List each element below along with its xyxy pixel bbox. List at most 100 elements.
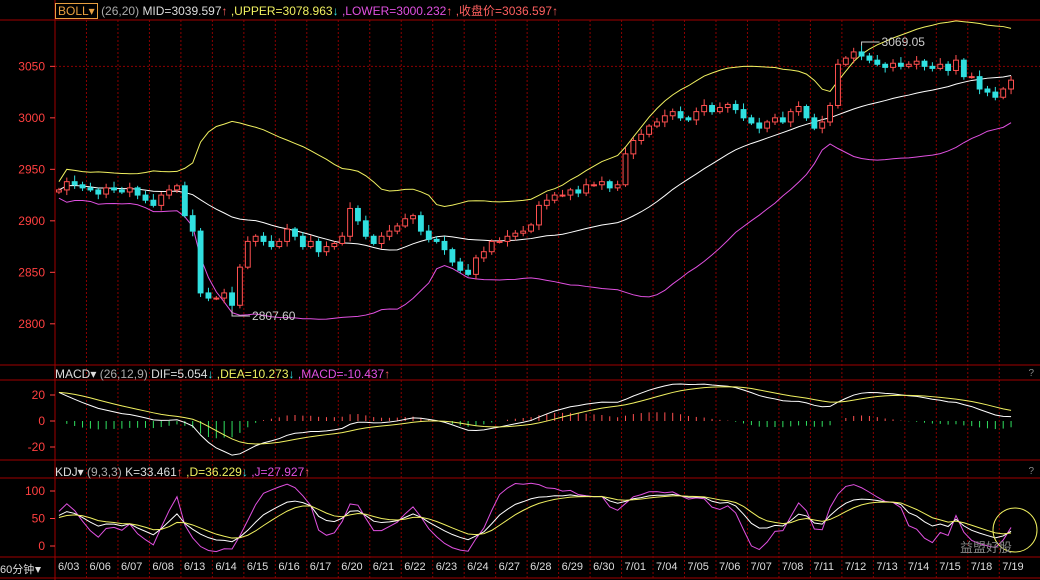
arrow-down-icon: ↓: [207, 367, 214, 381]
candle-up: [236, 266, 243, 306]
date-tick-label: 7/01: [624, 561, 646, 573]
candle-up: [213, 297, 220, 300]
price-tick-label: 2850: [18, 265, 45, 279]
date-tick-label: 6/20: [341, 561, 363, 573]
candle-up: [850, 51, 857, 59]
macd-dea-line: [58, 386, 1012, 445]
candle-down: [87, 187, 94, 191]
boll-header: BOLL▾ (26,20) MID=3039.597↑ ,UPPER=3078.…: [55, 2, 558, 20]
candle-up: [724, 103, 731, 109]
boll-mid-line: [58, 75, 1012, 251]
candle-up: [252, 235, 259, 242]
high-marker: [861, 41, 880, 46]
candle-up: [835, 63, 841, 106]
candle-down: [465, 269, 472, 275]
date-tick-label: 6/27: [498, 561, 521, 573]
candle-up: [536, 204, 542, 226]
candle-down: [189, 215, 196, 232]
date-tick-label: 7/07: [750, 561, 772, 573]
candle-up: [244, 240, 251, 268]
candle-down: [260, 235, 267, 242]
low-label: 2807.60: [252, 309, 296, 323]
candle-down: [984, 88, 991, 93]
candle-up: [598, 181, 605, 186]
date-tick-label: 6/13: [183, 561, 206, 573]
date-tick-label: 7/19: [1002, 561, 1024, 573]
candle-up: [669, 111, 676, 117]
help-icon[interactable]: ?: [1028, 466, 1034, 477]
date-tick-label: 6/08: [152, 561, 174, 573]
candle-down: [882, 63, 889, 68]
candle-up: [622, 153, 629, 186]
candle-up: [614, 184, 621, 189]
candle-down: [197, 230, 204, 294]
date-tick-label: 7/11: [813, 561, 834, 573]
candle-up: [158, 194, 165, 206]
macd-header: MACD▾ (26,12,9) DIF=5.054↓ ,DEA=10.273↓ …: [55, 365, 390, 383]
candle-up: [528, 224, 535, 232]
candle-up: [126, 187, 133, 193]
boll-lower-line: [58, 122, 1012, 320]
candle-up: [905, 63, 912, 67]
macd-dif-line: [58, 383, 1012, 456]
arrow-up-icon: ↑: [221, 4, 228, 18]
candle-down: [268, 240, 275, 248]
price-tick-label: 3000: [18, 111, 45, 125]
kdj-d-line: [58, 495, 1012, 539]
boll-close: ,收盘价=3036.597: [455, 4, 553, 18]
candle-down: [858, 51, 865, 57]
candle-down: [779, 117, 786, 123]
candle-up: [1000, 88, 1007, 98]
macd-tick-label: 0: [38, 414, 45, 428]
candle-up: [347, 207, 354, 237]
candle-up: [716, 107, 723, 113]
candle-up: [913, 60, 920, 65]
date-tick-label: 7/12: [844, 561, 867, 573]
date-tick-label: 7/08: [781, 561, 804, 573]
candle-down: [111, 187, 117, 191]
candle-up: [842, 57, 849, 65]
candle-down: [866, 55, 873, 61]
candle-up: [480, 251, 487, 259]
indicator-select-kdj[interactable]: KDJ▾: [55, 465, 84, 479]
candle-up: [654, 121, 660, 127]
candle-down: [71, 181, 78, 186]
price-tick-label: 2900: [18, 214, 45, 228]
date-tick-label: 6/03: [58, 561, 80, 573]
candle-up: [410, 215, 416, 220]
indicator-select-macd[interactable]: MACD▾: [55, 367, 97, 381]
candle-up: [63, 181, 70, 191]
candle-down: [299, 235, 306, 248]
price-tick-label: 2950: [18, 162, 45, 176]
candle-down: [748, 117, 755, 124]
candle-up: [56, 189, 62, 193]
candle-down: [457, 261, 464, 271]
help-icon[interactable]: ?: [1028, 368, 1034, 379]
candle-down: [118, 189, 125, 193]
indicator-select-boll[interactable]: BOLL▾: [55, 3, 98, 19]
macd-tick-label: -20: [28, 440, 46, 454]
date-tick-label: 6/23: [435, 561, 458, 573]
watermark: 益盟好股: [959, 540, 1012, 555]
arrow-down-icon: [35, 567, 42, 574]
candle-up: [323, 246, 330, 253]
date-tick-label: 6/28: [530, 561, 552, 573]
candle-down: [874, 59, 881, 65]
price-tick-label: 3050: [18, 59, 45, 73]
candle-down: [732, 103, 739, 111]
candle-up: [890, 62, 896, 68]
candle-down: [677, 111, 684, 119]
candle-down: [433, 238, 440, 242]
candle-down: [292, 228, 298, 237]
arrow-up-icon: ↑: [446, 4, 453, 18]
low-marker: [231, 309, 251, 317]
candle-up: [394, 225, 401, 232]
candle-up: [819, 121, 826, 129]
boll-upper-line: [58, 20, 1012, 208]
date-tick-label: 7/18: [970, 561, 993, 573]
candle-up: [772, 117, 778, 123]
period-select[interactable]: 60分钟: [0, 561, 54, 577]
candle-down: [992, 91, 999, 98]
date-tick-label: 7/14: [907, 561, 930, 573]
